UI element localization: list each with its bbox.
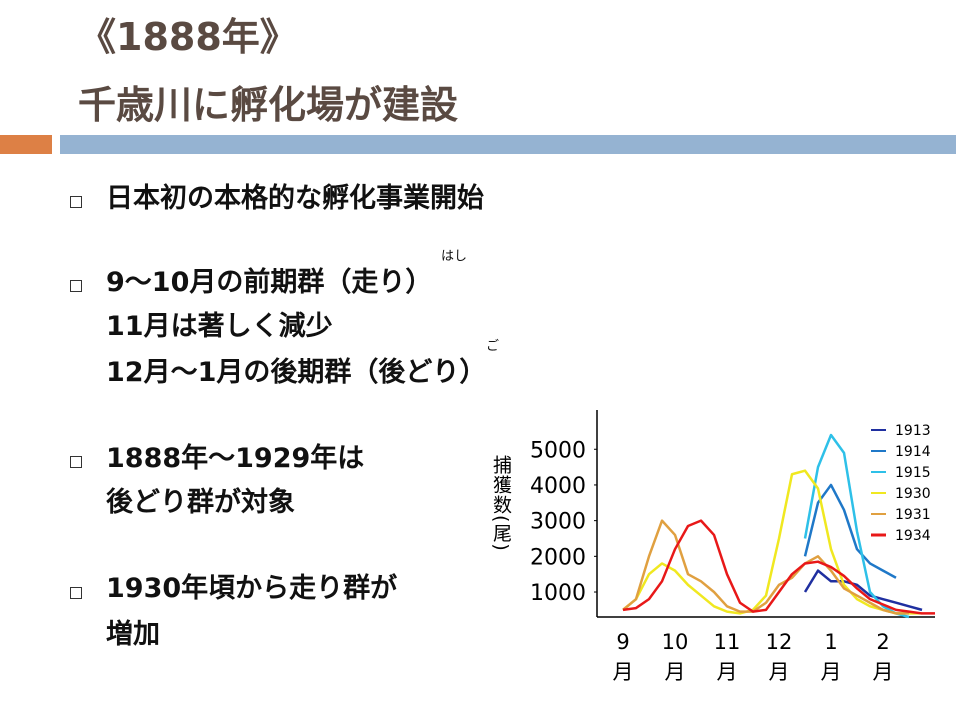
x-tick-label-part: 2 xyxy=(876,630,889,654)
x-tick-label-part: 月 xyxy=(613,660,634,684)
x-tick-label: 11 月 xyxy=(714,630,741,684)
y-tick-label: 2000 xyxy=(530,545,586,570)
x-tick-label-part: 11 xyxy=(714,630,741,654)
bullet-text: 増加 xyxy=(106,619,160,650)
bullet-text: 11月は著しく減少 xyxy=(106,311,333,342)
series-line xyxy=(622,519,935,615)
y-tick-label: 4000 xyxy=(530,474,586,499)
x-tick-label-part: 月 xyxy=(717,660,738,684)
legend-label: 1930 xyxy=(895,486,931,502)
x-tick-label-part: 月 xyxy=(769,660,790,684)
accent-bar xyxy=(0,135,52,154)
legend-label: 1934 xyxy=(895,528,931,544)
bullet-text: 12月～1月の後期群（後どり） xyxy=(106,357,487,388)
y-tick-label: 3000 xyxy=(530,510,586,535)
y-tick-label: 1000 xyxy=(530,581,586,606)
y-axis-label: 捕獲数(尾) xyxy=(490,455,512,552)
bullet xyxy=(70,456,82,468)
bullet-text: 日本初の本格的な孵化事業開始 xyxy=(106,183,484,214)
title-line: 千歳川に孵化場が建設 xyxy=(78,83,459,127)
x-tick-label: 12 月 xyxy=(766,630,793,684)
legend-label: 1915 xyxy=(895,465,931,481)
legend-label: 1931 xyxy=(895,507,931,523)
ruby: はし xyxy=(441,249,468,264)
bullet-text: 1888年～1929年は xyxy=(106,443,365,474)
x-tick-label-part: 12 xyxy=(766,630,793,654)
x-tick-label: 10 月 xyxy=(662,630,689,684)
bullet-text: 後どり群が対象 xyxy=(106,487,295,518)
x-tick-label-part: 10 xyxy=(662,630,689,654)
y-tick-label: 5000 xyxy=(530,438,586,463)
series-line xyxy=(803,569,923,612)
x-tick-label-part: 1 xyxy=(824,630,837,654)
legend-label: 1913 xyxy=(895,423,931,439)
bullet-text: 9～10月の前期群（走り） xyxy=(106,267,433,298)
x-tick-label-part: 月 xyxy=(665,660,686,684)
x-tick-label-part: 月 xyxy=(873,660,894,684)
bullet-text: 1930年頃から走り群が xyxy=(106,573,398,604)
header-bar xyxy=(60,135,956,154)
title-line: 《1888年》 xyxy=(78,15,298,59)
legend-label: 1914 xyxy=(895,444,931,460)
x-tick-label-part: 月 xyxy=(821,660,842,684)
x-tick-label-part: 9 xyxy=(616,630,629,654)
bullet xyxy=(70,196,82,208)
series-line xyxy=(622,519,909,615)
bullet xyxy=(70,280,82,292)
ruby: ご xyxy=(486,339,500,354)
series-line xyxy=(622,469,922,615)
bullet xyxy=(70,587,82,599)
